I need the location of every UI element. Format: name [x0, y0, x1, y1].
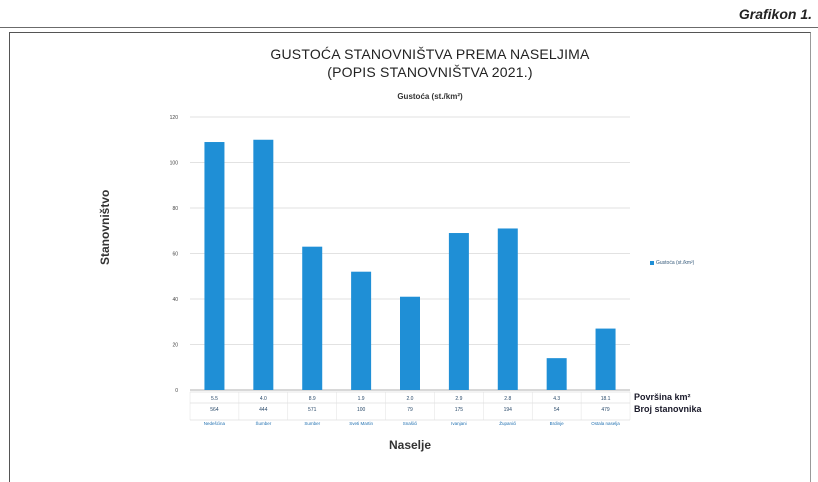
population-value: 100	[357, 407, 366, 413]
area-value: 2.0	[407, 396, 414, 402]
population-value: 564	[210, 407, 219, 413]
y-tick-label: 100	[170, 161, 179, 167]
y-tick-label: 120	[170, 115, 179, 121]
bar	[546, 358, 567, 390]
bar	[253, 139, 274, 390]
area-value: 5.5	[211, 396, 218, 402]
chart-title-line2: (POPIS STANOVNIŠTVA 2021.)	[327, 64, 533, 80]
area-value: 4.0	[260, 396, 267, 402]
bar	[302, 246, 323, 390]
x-tick-label: Sveti Martin	[349, 421, 373, 426]
legend-label: Gustoća (st./km²)	[656, 260, 695, 266]
area-value: 2.9	[455, 396, 462, 402]
bar	[497, 228, 518, 390]
area-value: 8.9	[309, 396, 316, 402]
y-tick-label: 80	[172, 206, 178, 212]
population-value: 175	[455, 407, 464, 413]
bar	[204, 142, 225, 390]
y-tick-label: 40	[172, 297, 178, 303]
x-tick-label: Sumber	[304, 421, 320, 426]
x-tick-label: Nedešćina	[204, 421, 226, 426]
population-value: 54	[554, 407, 560, 413]
figure-label: Grafikon 1.	[738, 6, 812, 22]
population-row-label: Broj stanovnika	[634, 404, 702, 414]
area-value: 18.1	[601, 396, 611, 402]
legend: Gustoća (st./km²)	[650, 260, 694, 266]
area-row-label: Površina km²	[634, 392, 691, 402]
legend-swatch	[650, 261, 654, 265]
population-value: 479	[601, 407, 610, 413]
x-tick-label: Šumber	[255, 420, 271, 426]
area-value: 4.3	[553, 396, 560, 402]
y-tick-label: 0	[175, 388, 178, 394]
chart-title-line1: GUSTOĆA STANOVNIŠTVA PREMA NASELJIMA	[270, 46, 590, 62]
population-value: 571	[308, 407, 317, 413]
population-value: 79	[407, 407, 413, 413]
y-tick-label: 20	[172, 343, 178, 349]
y-axis-label: Stanovništvo	[98, 189, 112, 265]
population-value: 444	[259, 407, 268, 413]
area-value: 2.8	[504, 396, 511, 402]
x-tick-label: Županići	[499, 419, 516, 426]
bar	[400, 296, 420, 390]
population-value: 194	[504, 407, 513, 413]
x-tick-label: Ostala naselja	[591, 421, 620, 426]
bar	[595, 328, 616, 390]
area-value: 1.9	[358, 396, 365, 402]
bar	[351, 271, 372, 390]
chart-subtitle: Gustoća (st./km²)	[397, 92, 463, 101]
chart-frame	[9, 32, 811, 482]
x-tick-label: Snašići	[403, 421, 418, 426]
x-axis-label: Naselje	[388, 438, 432, 452]
top-rule	[0, 27, 818, 28]
x-tick-label: Brdinje	[550, 421, 565, 426]
bar	[448, 233, 469, 390]
x-tick-label: Ivanjani	[451, 421, 467, 426]
y-tick-label: 60	[172, 252, 178, 258]
